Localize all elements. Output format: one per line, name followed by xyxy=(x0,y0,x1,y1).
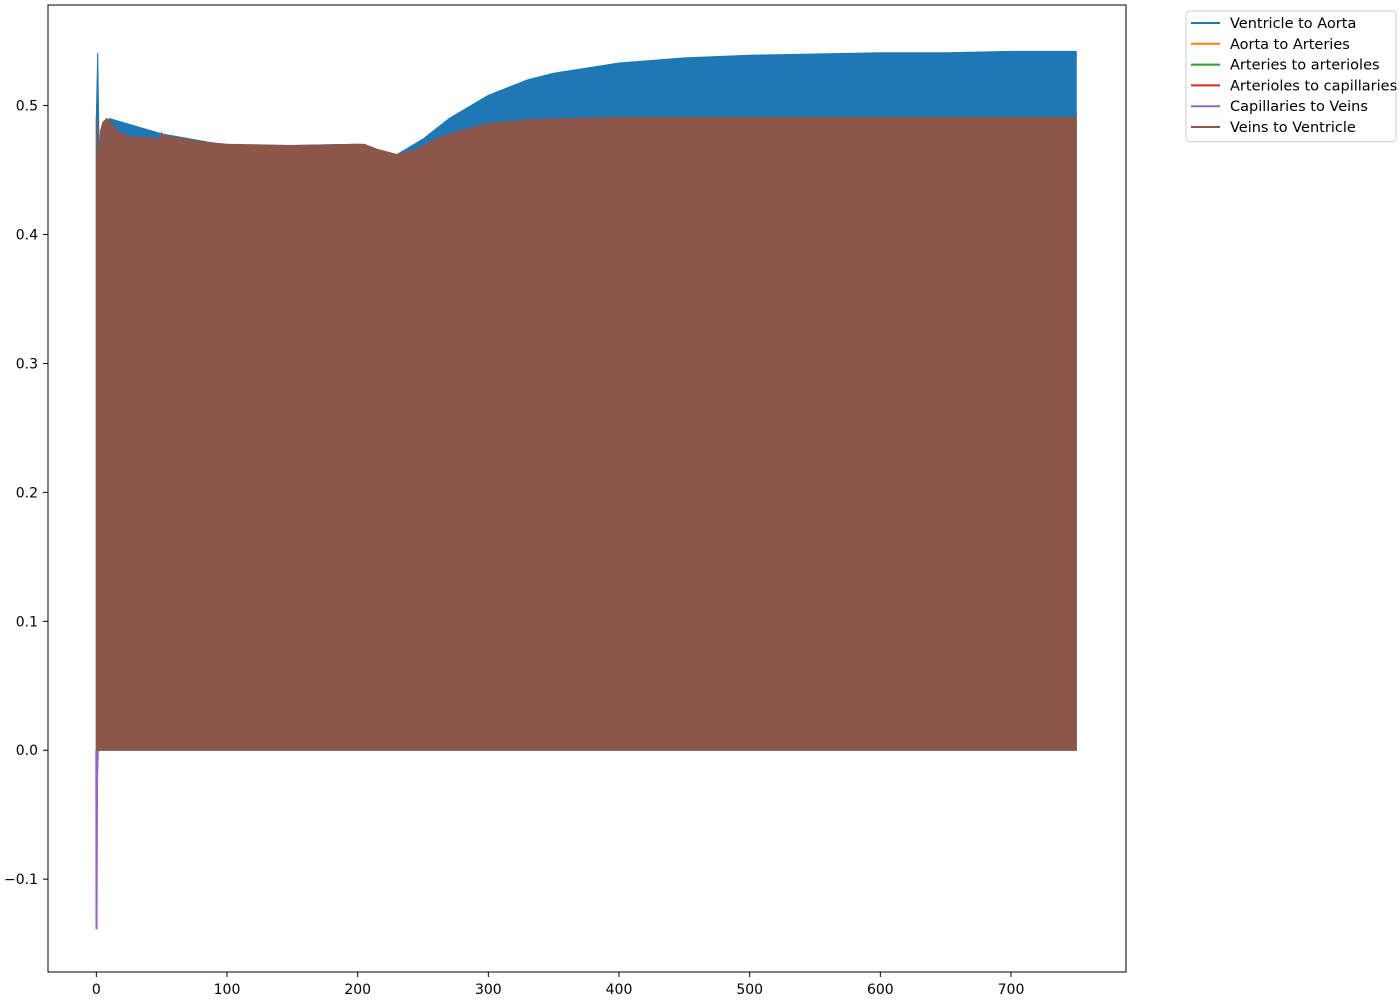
legend-label-capillaries-to-veins: Capillaries to Veins xyxy=(1230,99,1368,115)
x-tick-label: 700 xyxy=(998,982,1025,998)
legend-label-arterioles-to-capillaries: Arterioles to capillaries xyxy=(1230,78,1397,94)
x-tick-label: 500 xyxy=(736,982,763,998)
legend: Ventricle to Aorta Aorta to Arteries Arter… xyxy=(1185,10,1397,143)
x-axis: 0 100 200 300 400 500 600 700 xyxy=(92,972,1024,998)
y-axis: −0.1 0.0 0.1 0.2 0.3 0.4 0.5 xyxy=(4,99,48,888)
y-tick-label: −0.1 xyxy=(4,872,38,888)
y-tick-label: 0.1 xyxy=(16,614,38,630)
legend-label-arteries-to-arterioles: Arteries to arterioles xyxy=(1230,58,1380,74)
series-veins-to-ventricle-band xyxy=(95,116,1077,751)
y-tick-label: 0.3 xyxy=(16,356,38,372)
x-tick-label: 300 xyxy=(475,982,502,998)
x-tick-label: 0 xyxy=(92,982,101,998)
y-tick-label: 0.4 xyxy=(16,228,38,244)
series-layer xyxy=(95,50,1077,930)
x-tick-label: 400 xyxy=(606,982,633,998)
legend-box xyxy=(1185,10,1397,143)
x-tick-label: 600 xyxy=(867,982,894,998)
axes-frame xyxy=(47,4,1127,973)
legend-label-aorta-to-arteries: Aorta to Arteries xyxy=(1230,37,1350,53)
y-tick-label: 0.5 xyxy=(16,99,38,115)
plot-area: 0 100 200 300 400 500 600 700 −0.1 0.0 0.1 0.2 0.3 0… xyxy=(4,4,1127,998)
legend-label-ventricle-to-aorta: Ventricle to Aorta xyxy=(1230,16,1356,32)
x-tick-label: 200 xyxy=(344,982,371,998)
legend-label-veins-to-ventricle: Veins to Ventricle xyxy=(1230,120,1356,136)
y-tick-label: 0.0 xyxy=(16,743,38,759)
x-tick-label: 100 xyxy=(214,982,241,998)
y-tick-label: 0.2 xyxy=(16,485,38,501)
